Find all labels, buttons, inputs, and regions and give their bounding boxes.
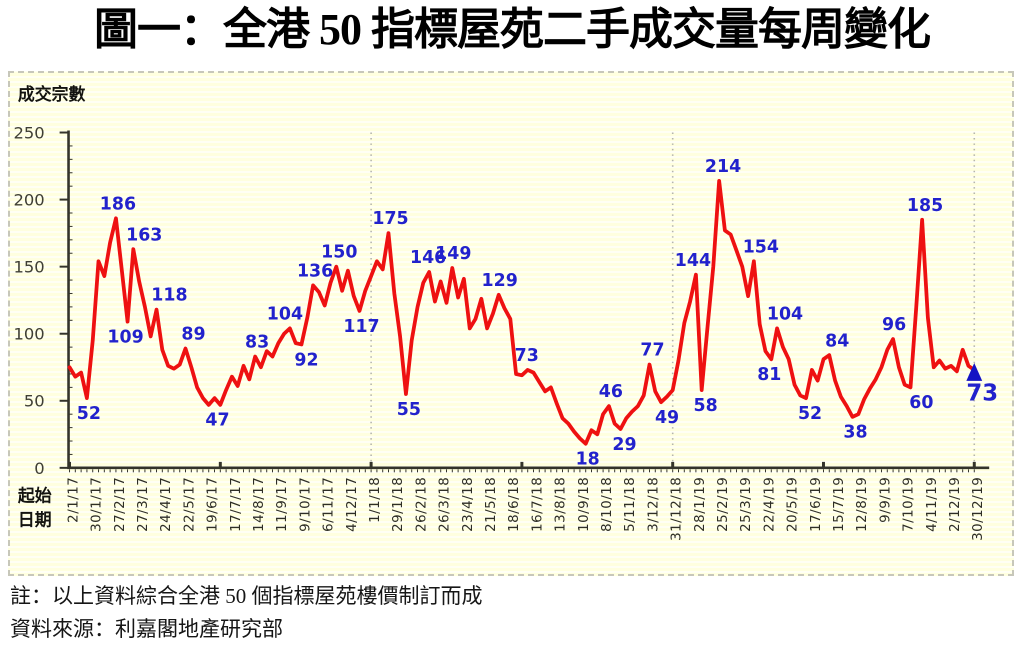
x-tick-label: 30/12/19 bbox=[971, 477, 986, 541]
x-tick-label: 23/4/18 bbox=[461, 477, 476, 532]
x-tick-label: 13/8/18 bbox=[554, 477, 569, 532]
point-label: 81 bbox=[757, 365, 781, 385]
x-tick-label: 3/12/18 bbox=[646, 477, 661, 532]
point-label: 73 bbox=[515, 346, 539, 366]
x-tick-label: 24/4/17 bbox=[159, 477, 174, 532]
note-source-method: 註：以上資料綜合全港 50 個指標屋苑樓價制訂而成 bbox=[10, 584, 483, 608]
point-label: 89 bbox=[181, 325, 205, 345]
figure-title: 圖一：全港 50 指標屋苑二手成交量每周變化 bbox=[94, 5, 931, 54]
point-label: 144 bbox=[675, 251, 711, 271]
point-label: 84 bbox=[825, 331, 849, 351]
x-tick-label: 26/3/18 bbox=[438, 477, 453, 532]
transaction-volume-line-chart: 0 50 100 150 200 250 2/1/17 30/1/17 27/2/17 27/3/… bbox=[13, 84, 998, 541]
x-tick-label: 17/6/19 bbox=[809, 477, 824, 532]
y-axis-title: 成交宗數 bbox=[18, 84, 86, 104]
x-tick-label: 20/5/19 bbox=[786, 477, 801, 532]
x-tick-label: 26/2/18 bbox=[414, 477, 429, 532]
x-tick-label: 22/5/17 bbox=[182, 477, 197, 532]
point-label: 18 bbox=[576, 450, 600, 470]
x-tick-label: 22/4/19 bbox=[762, 477, 777, 532]
point-label: 163 bbox=[126, 225, 162, 245]
point-label: 104 bbox=[767, 304, 803, 324]
y-tick-label: 50 bbox=[24, 392, 45, 411]
y-tick-label: 100 bbox=[13, 325, 44, 344]
x-tick-label: 4/12/17 bbox=[345, 477, 360, 532]
point-label: 58 bbox=[694, 396, 718, 416]
point-label: 96 bbox=[882, 315, 906, 335]
x-tick-label: 17/7/17 bbox=[229, 477, 244, 532]
point-label: 46 bbox=[599, 382, 623, 402]
x-tick-label: 8/10/18 bbox=[600, 477, 615, 532]
x-tick-label: 6/11/17 bbox=[322, 477, 337, 532]
footnotes: 註：以上資料綜合全港 50 個指標屋苑樓價制訂而成 資料來源：利嘉閣地產研究部 bbox=[10, 580, 483, 645]
x-tick-label: 29/1/18 bbox=[391, 477, 406, 532]
x-tick-label: 21/5/18 bbox=[484, 477, 499, 532]
note-data-source: 資料來源：利嘉閣地產研究部 bbox=[10, 616, 283, 641]
point-label: 55 bbox=[397, 400, 421, 420]
x-tick-label: 19/6/17 bbox=[206, 477, 221, 532]
point-label: 38 bbox=[843, 423, 867, 443]
point-label: 214 bbox=[705, 157, 741, 177]
latest-point-marker bbox=[966, 362, 983, 381]
x-axis-title: 日期 bbox=[18, 510, 52, 529]
x-tick-label: 30/1/17 bbox=[90, 477, 105, 532]
point-label: 146 bbox=[410, 248, 446, 268]
point-label: 186 bbox=[100, 194, 136, 214]
point-label: 52 bbox=[77, 404, 101, 424]
point-label: 83 bbox=[245, 333, 269, 353]
point-label: 104 bbox=[267, 304, 303, 324]
x-tick-label: 25/2/19 bbox=[716, 477, 731, 532]
x-tick-label: 16/7/18 bbox=[530, 477, 545, 532]
x-tick-label: 7/10/19 bbox=[902, 477, 917, 532]
x-tick-label: 12/8/19 bbox=[855, 477, 870, 532]
point-label: 150 bbox=[321, 243, 357, 263]
x-tick-label: 18/6/18 bbox=[507, 477, 522, 532]
x-tick-label: 28/1/19 bbox=[693, 477, 708, 532]
x-tick-label: 27/3/17 bbox=[136, 477, 151, 532]
point-label: 154 bbox=[743, 237, 779, 257]
point-label: 118 bbox=[151, 286, 187, 306]
x-tick-label: 10/9/18 bbox=[577, 477, 592, 532]
x-tick-label: 11/9/17 bbox=[275, 477, 290, 532]
y-tick-label: 250 bbox=[13, 123, 44, 142]
x-tick-label: 25/3/19 bbox=[739, 477, 754, 532]
point-label: 175 bbox=[372, 209, 408, 229]
point-label: 117 bbox=[343, 317, 379, 337]
x-tick-label: 9/10/17 bbox=[298, 477, 313, 532]
x-tick-label: 4/11/19 bbox=[925, 477, 940, 532]
point-label: 149 bbox=[435, 244, 471, 264]
x-tick-label: 27/2/17 bbox=[113, 477, 128, 532]
y-tick-label: 200 bbox=[13, 191, 44, 210]
point-label: 49 bbox=[655, 408, 679, 428]
point-label: 136 bbox=[297, 262, 333, 282]
x-tick-label: 5/11/18 bbox=[623, 477, 638, 532]
point-label: 60 bbox=[909, 393, 933, 413]
x-tick-label: 2/1/17 bbox=[66, 477, 81, 523]
series-line bbox=[67, 178, 977, 446]
chart-panel: 0 50 100 150 200 250 2/1/17 30/1/17 27/2/17 27/3/… bbox=[8, 71, 1014, 576]
point-label: 109 bbox=[107, 327, 143, 347]
x-tick-label: 2/12/19 bbox=[948, 477, 963, 532]
point-label: 185 bbox=[907, 196, 943, 216]
point-label: 47 bbox=[205, 411, 229, 431]
point-label: 92 bbox=[294, 350, 318, 370]
point-label: 73 bbox=[966, 381, 998, 407]
x-tick-label: 9/9/19 bbox=[878, 477, 893, 523]
x-tick-label: 14/8/17 bbox=[252, 477, 267, 532]
point-label: 129 bbox=[482, 271, 518, 291]
point-label: 77 bbox=[640, 341, 664, 361]
x-axis-title: 起始 bbox=[17, 486, 52, 506]
x-tick-label: 15/7/19 bbox=[832, 477, 847, 532]
y-tick-label: 150 bbox=[13, 258, 44, 277]
point-label: 29 bbox=[612, 435, 636, 455]
x-tick-label: 1/1/18 bbox=[368, 477, 383, 523]
point-label: 52 bbox=[798, 404, 822, 424]
x-tick-label: 31/12/18 bbox=[670, 477, 685, 541]
y-tick-label: 0 bbox=[34, 459, 44, 478]
